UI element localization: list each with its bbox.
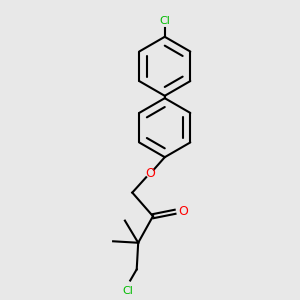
Text: Cl: Cl: [159, 16, 170, 26]
Text: O: O: [178, 205, 188, 218]
Text: Cl: Cl: [122, 286, 133, 296]
Text: O: O: [145, 167, 155, 180]
